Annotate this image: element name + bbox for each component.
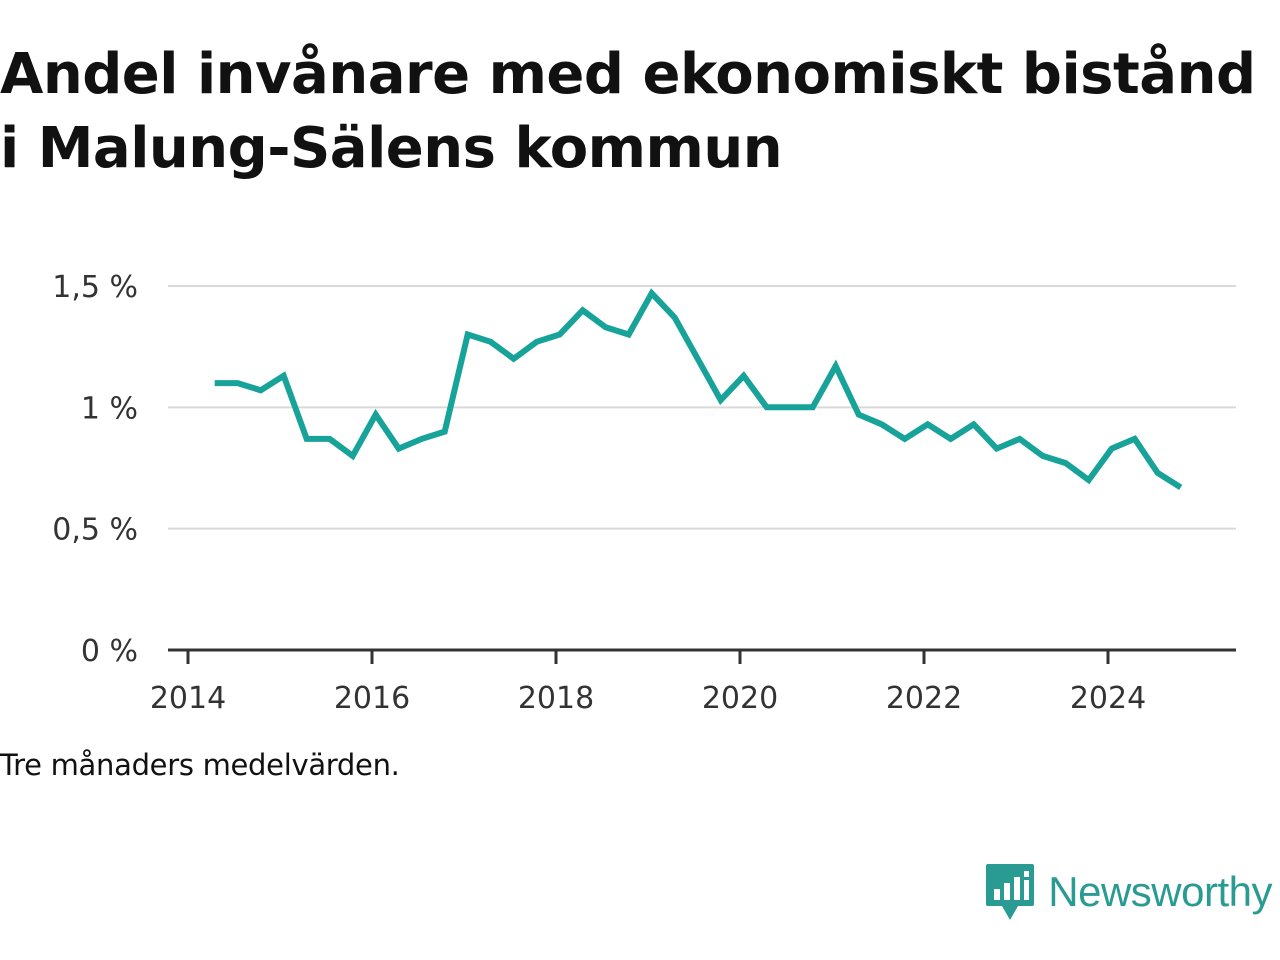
brand[interactable]: Newsworthy: [984, 862, 1272, 922]
data-point: [421, 438, 423, 440]
x-tick-label: 2020: [702, 681, 778, 716]
data-point: [214, 382, 216, 384]
data-point: [996, 448, 998, 450]
data-point: [904, 438, 906, 440]
data-point: [1088, 479, 1090, 481]
x-tick-label: 2022: [886, 681, 962, 716]
data-point: [1134, 438, 1136, 440]
data-point: [674, 317, 676, 319]
y-axis-tick-labels: 0 % 0,5 % 1 % 1,5 %: [52, 270, 138, 669]
chart-title: Andel invånare med ekonomiskt bistånd i …: [0, 42, 1256, 181]
data-point: [1111, 448, 1113, 450]
data-point: [513, 358, 515, 360]
data-point: [789, 406, 791, 408]
data-point: [398, 448, 400, 450]
data-point: [605, 326, 607, 328]
data-point: [651, 292, 653, 294]
data-point: [835, 365, 837, 367]
data-point: [536, 341, 538, 343]
x-tick-label: 2018: [518, 681, 594, 716]
data-point: [329, 438, 331, 440]
data-point: [352, 455, 354, 457]
x-tick-label: 2024: [1070, 681, 1146, 716]
data-point: [858, 414, 860, 416]
y-tick-label: 1 %: [81, 391, 138, 426]
data-point: [237, 382, 239, 384]
data-point: [720, 399, 722, 401]
data-point: [950, 438, 952, 440]
data-point: [1180, 486, 1182, 488]
data-point: [628, 334, 630, 336]
series-line: [214, 288, 1183, 490]
data-point: [490, 341, 492, 343]
data-point: [1042, 455, 1044, 457]
data-point: [559, 334, 561, 336]
data-point: [812, 406, 814, 408]
gridlines: [168, 285, 1236, 530]
data-point: [973, 423, 975, 425]
data-point: [283, 375, 285, 377]
data-point: [743, 375, 745, 377]
series-layer: [214, 288, 1183, 490]
x-axis: 2014 2016 2018 2020 2022 2024: [150, 648, 1236, 716]
chart-note: Tre månaders medelvärden.: [0, 748, 400, 782]
data-point: [1065, 462, 1067, 464]
data-point: [1019, 438, 1021, 440]
data-point: [766, 406, 768, 408]
data-point: [375, 414, 377, 416]
newsworthy-logo-icon: [986, 864, 1035, 920]
y-tick-label: 1,5 %: [52, 270, 138, 305]
data-point: [467, 334, 469, 336]
data-point: [444, 431, 446, 433]
y-tick-label: 0,5 %: [52, 513, 138, 548]
x-tick-label: 2014: [150, 681, 226, 716]
y-tick-label: 0 %: [81, 634, 138, 669]
x-tick-label: 2016: [334, 681, 410, 716]
data-point: [306, 438, 308, 440]
data-point: [260, 389, 262, 391]
data-point: [881, 423, 883, 425]
data-point: [1157, 472, 1159, 474]
data-point: [697, 358, 699, 360]
brand-name: Newsworthy: [1048, 868, 1272, 915]
data-point: [582, 309, 584, 311]
data-point: [927, 423, 929, 425]
